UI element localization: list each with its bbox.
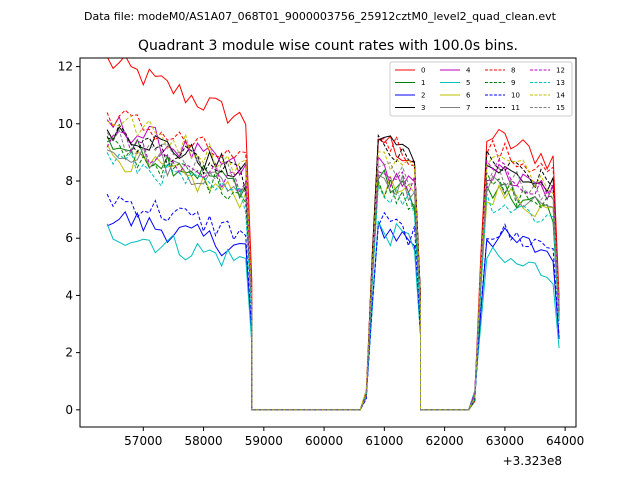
x-tick-label: 59000	[245, 434, 283, 448]
y-tick-label: 2	[65, 346, 73, 360]
legend-box	[389, 61, 573, 117]
data-file-label: Data file: modeM0/AS1A07_068T01_90000037…	[84, 10, 557, 23]
x-tick-label: 60000	[305, 434, 343, 448]
legend-label-14: 14	[556, 92, 565, 100]
x-axis: 57000 58000 59000 60000 61000 62000 63000 64000	[124, 427, 584, 448]
y-tick-label: 12	[58, 60, 73, 74]
legend-label-6: 6	[466, 92, 471, 100]
x-offset-label: +3.323e8	[503, 454, 562, 468]
legend-label-9: 9	[511, 79, 515, 87]
y-tick-label: 4	[65, 288, 73, 302]
y-tick-label: 8	[65, 174, 73, 188]
x-tick-label: 63000	[486, 434, 524, 448]
y-axis: 0 2 4 6 8 10 12	[58, 60, 80, 417]
legend-label-10: 10	[511, 92, 520, 100]
x-tick-label: 64000	[546, 434, 584, 448]
y-tick-label: 0	[65, 403, 73, 417]
legend-label-8: 8	[511, 67, 515, 75]
legend-label-2: 2	[421, 92, 425, 100]
legend-label-5: 5	[466, 79, 470, 87]
series-line-10	[106, 193, 560, 411]
legend-label-12: 12	[556, 67, 565, 75]
series-layer	[106, 58, 560, 411]
legend-label-13: 13	[556, 79, 565, 87]
series-line-14	[106, 114, 560, 411]
series-line-15	[106, 128, 560, 411]
y-tick-label: 10	[58, 117, 73, 131]
legend-label-3: 3	[421, 104, 425, 112]
legend-label-0: 0	[421, 67, 425, 75]
legend-label-11: 11	[511, 104, 520, 112]
chart-title: Quadrant 3 module wise count rates with …	[138, 38, 518, 54]
x-tick-label: 58000	[184, 434, 222, 448]
legend-label-4: 4	[466, 67, 471, 75]
x-tick-label: 62000	[426, 434, 464, 448]
plot-frame	[79, 57, 577, 428]
legend-label-7: 7	[466, 104, 470, 112]
y-tick-label: 6	[65, 231, 73, 245]
legend-label-15: 15	[556, 104, 565, 112]
x-tick-label: 57000	[124, 434, 162, 448]
legend-label-1: 1	[421, 79, 425, 87]
x-tick-label: 61000	[365, 434, 403, 448]
